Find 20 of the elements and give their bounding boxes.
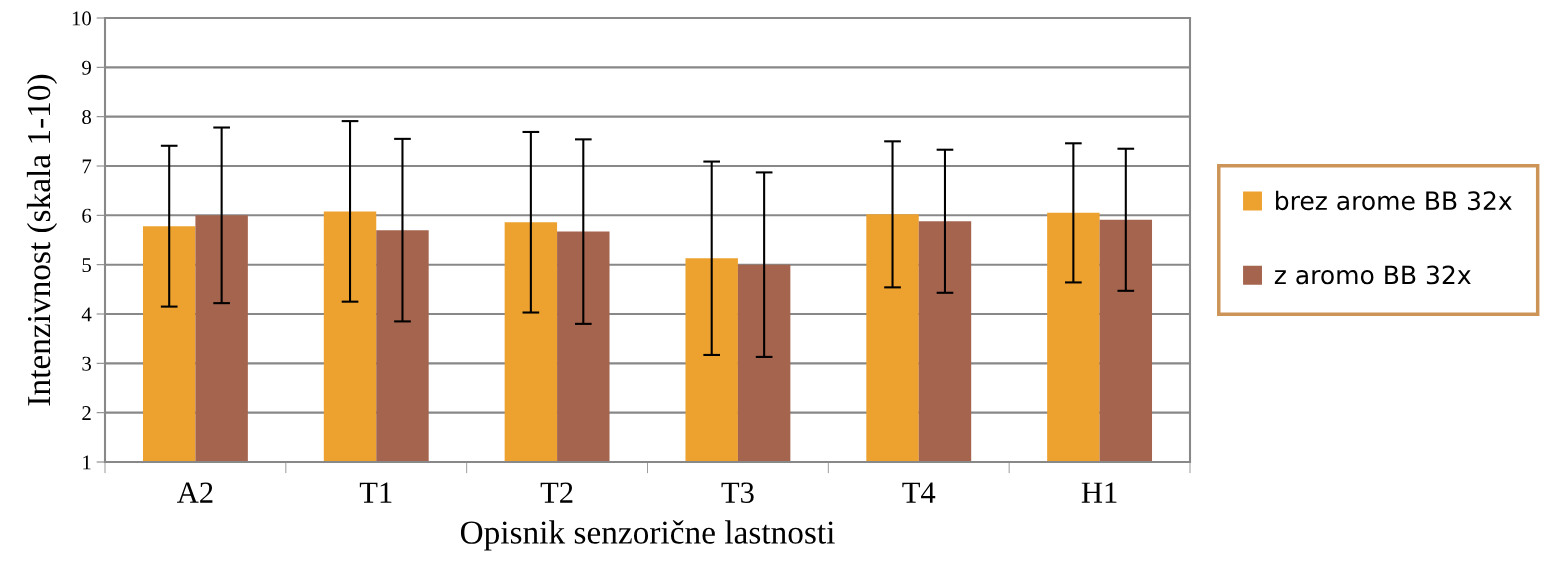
y-tick-label: 10	[72, 11, 92, 26]
x-tick-label: H1	[1081, 482, 1117, 503]
y-tick-label: 3	[82, 356, 91, 371]
legend-label: brez arome BB 32x	[1276, 190, 1512, 211]
y-tick-label: 1	[83, 455, 91, 470]
y-tick-label: 9	[82, 60, 91, 75]
y-tick-label: 4	[81, 307, 92, 322]
x-axis-title: Opisnik senzorične lastnosti	[460, 520, 835, 551]
x-tick-label: T4	[902, 482, 936, 503]
x-tick-label: T1	[359, 482, 392, 503]
y-tick-label: 5	[82, 258, 91, 273]
x-tick-label: T2	[540, 482, 573, 503]
y-tick-label: 8	[82, 110, 92, 125]
y-tick-label: 7	[82, 159, 92, 174]
y-tick-label: 2	[82, 406, 91, 420]
legend-label: z aromo BB 32x	[1274, 265, 1471, 285]
y-axis-title: Intenzivnost (skala 1-10)	[26, 74, 58, 406]
y-tick-label: 6	[82, 208, 92, 223]
x-tick-label: A2	[177, 482, 213, 503]
x-tick-label: T3	[721, 482, 754, 503]
